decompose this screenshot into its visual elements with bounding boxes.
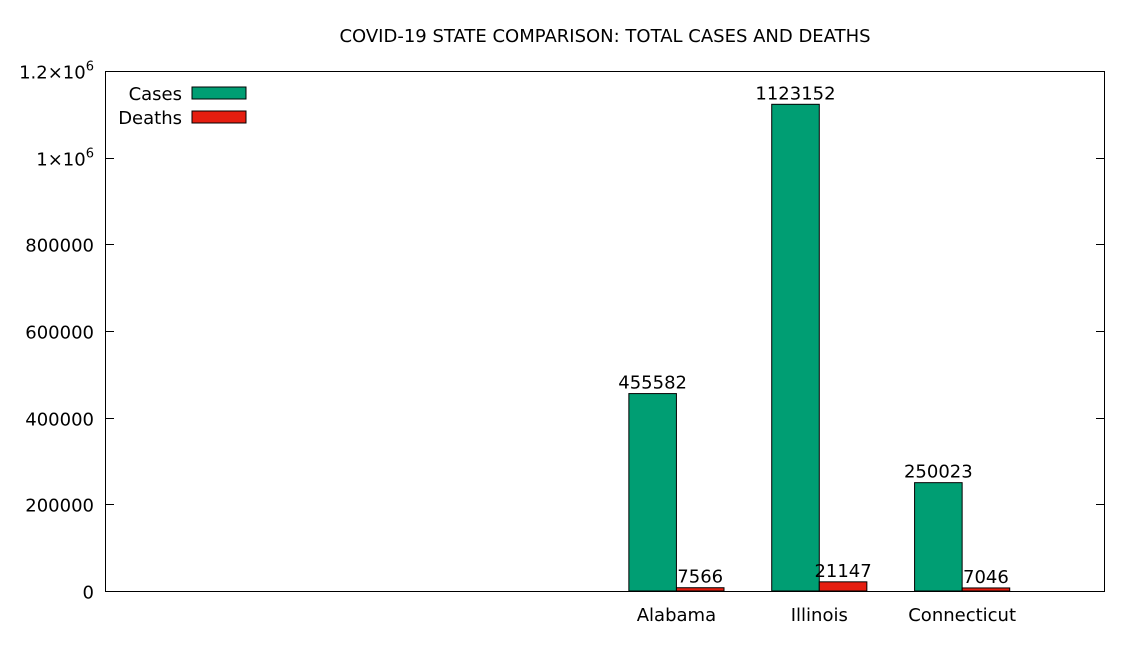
y-tick-label: 200000: [25, 496, 94, 517]
legend-label: Deaths: [118, 108, 182, 129]
bar-cases-connecticut: [914, 482, 963, 592]
x-tick-label: Illinois: [791, 605, 848, 626]
y-axis: 0 200000 400000 600000 800000 1×106 1.2×106: [19, 60, 1105, 604]
data-label: 7046: [963, 567, 1009, 588]
legend-label: Cases: [129, 84, 182, 105]
legend-swatch-cases: [191, 86, 247, 100]
bar-deaths-connecticut: [961, 587, 1011, 592]
legend-swatch-deaths: [191, 110, 247, 124]
legend: Cases Deaths: [118, 84, 247, 129]
data-label: 21147: [814, 561, 871, 582]
y-tick-label: 1.2×106: [19, 60, 94, 84]
y-tick-label: 400000: [25, 410, 94, 431]
data-label: 455582: [618, 373, 687, 394]
data-labels: 455582 1123152 250023 7566 21147 7046: [618, 83, 1009, 588]
x-tick-label: Alabama: [637, 605, 716, 626]
bar-cases-alabama: [628, 393, 677, 592]
y-tick-label: 1×106: [36, 147, 94, 171]
x-axis: Alabama Illinois Connecticut: [637, 605, 1016, 626]
data-label: 250023: [904, 462, 973, 483]
bar-deaths-alabama: [675, 587, 725, 592]
x-tick-label: Connecticut: [908, 605, 1016, 626]
data-label: 1123152: [755, 83, 835, 104]
bars: [628, 103, 1011, 592]
chart-title: COVID-19 STATE COMPARISON: TOTAL CASES A…: [339, 26, 870, 47]
y-tick-label: 0: [83, 583, 94, 604]
y-tick-label: 800000: [25, 236, 94, 257]
y-tick-label: 600000: [25, 323, 94, 344]
data-label: 7566: [677, 567, 723, 588]
bar-deaths-illinois: [818, 581, 868, 592]
bar-cases-illinois: [771, 103, 820, 592]
